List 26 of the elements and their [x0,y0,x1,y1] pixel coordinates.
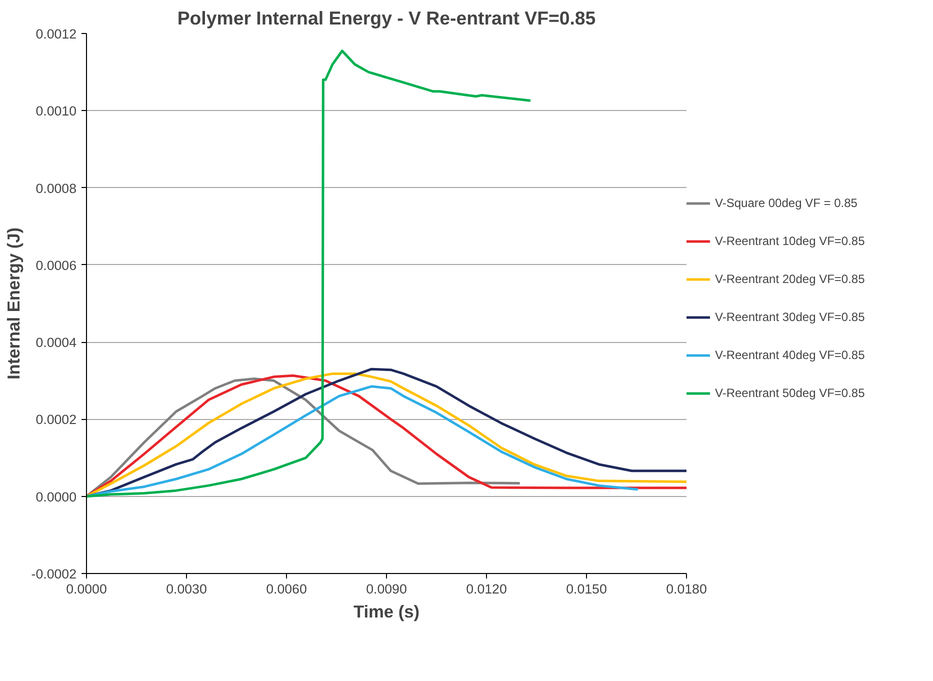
x-tick-label: 0.0000 [66,582,107,596]
x-tick-label: 0.0180 [666,582,707,596]
chart-title: Polymer Internal Energy - V Re-entrant VF=0.85 [177,8,596,28]
y-tick-label: 0.0004 [36,335,78,350]
x-tick-label: 0.0030 [166,582,207,596]
y-tick-label: 0.0002 [36,412,76,428]
legend-label: V-Reentrant 50deg VF=0.85 [715,386,865,400]
y-tick-label: 0.0012 [36,26,76,42]
x-tick-label: 0.0120 [466,582,507,596]
y-tick-label: -0.0002 [31,566,77,582]
line-series [86,50,532,498]
x-axis-title: Time (s) [353,602,420,622]
y-axis-title: Internal Energy (J) [3,227,24,380]
y-tick-label: 0.0010 [36,104,76,119]
legend-label: V-Reentrant 10deg VF=0.85 [715,234,865,248]
y-tick-label: 0.0008 [36,180,76,196]
y-tick-label: 0.0000 [36,489,76,504]
x-tick-label: 0.0090 [366,582,407,596]
legend-label: V-Reentrant 20deg VF=0.85 [715,272,865,286]
line-series [86,385,640,498]
legend-label: V-Reentrant 40deg VF=0.85 [715,348,865,362]
x-tick-label: 0.0150 [566,582,607,596]
x-tick-label: 0.0060 [266,582,307,596]
legend-label: V-Square 00deg VF = 0.85 [715,196,858,210]
y-tick-label: 0.0006 [36,258,76,273]
legend-label: V-Reentrant 30deg VF=0.85 [715,310,865,324]
